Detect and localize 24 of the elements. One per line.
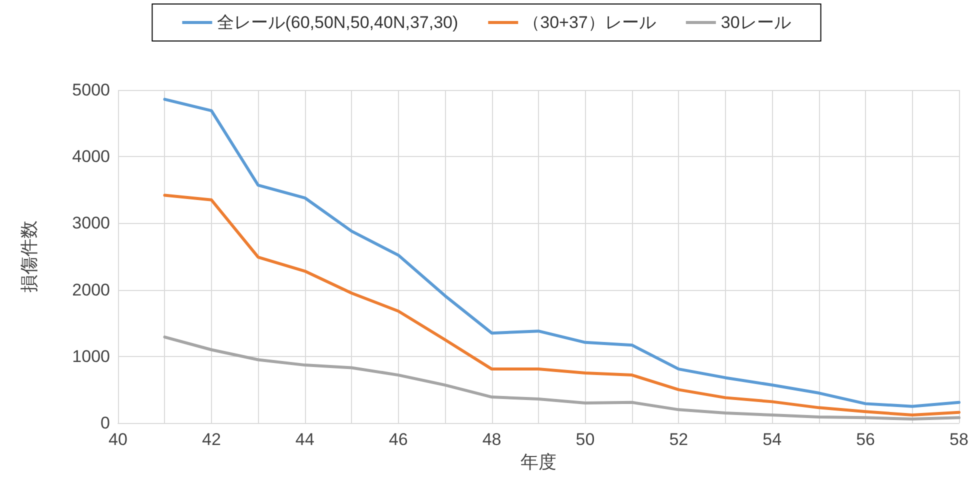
x-tick-label: 56: [856, 430, 876, 449]
x-tick-label: 50: [576, 430, 595, 449]
y-tick-label: 0: [100, 414, 110, 432]
y-tick-label: 4000: [72, 147, 110, 166]
y-tick-label: 1000: [72, 346, 110, 366]
x-tick-label: 42: [202, 430, 221, 449]
legend-label: 30レール: [720, 13, 791, 32]
y-tick-label: 3000: [72, 214, 110, 233]
x-tick-label: 52: [669, 430, 688, 449]
y-tick-label: 5000: [72, 80, 110, 100]
legend-label: 全レール(60,50N,50,40N,37,30): [217, 13, 458, 32]
legend-label: （30+37）レール: [523, 13, 656, 32]
line-series: [163, 336, 960, 421]
line-series: [163, 98, 960, 408]
line-series: [163, 194, 960, 417]
x-tick-label: 40: [108, 430, 128, 449]
x-tick-label: 46: [388, 430, 408, 449]
x-tick-label: 44: [295, 430, 314, 449]
x-axis-title: 年度: [520, 452, 556, 472]
y-tick-label: 2000: [72, 280, 110, 300]
y-axis-title: 損傷件数: [19, 220, 39, 292]
x-tick-label: 48: [482, 430, 502, 449]
x-tick-label: 58: [950, 430, 968, 449]
x-tick-label: 54: [762, 430, 782, 449]
